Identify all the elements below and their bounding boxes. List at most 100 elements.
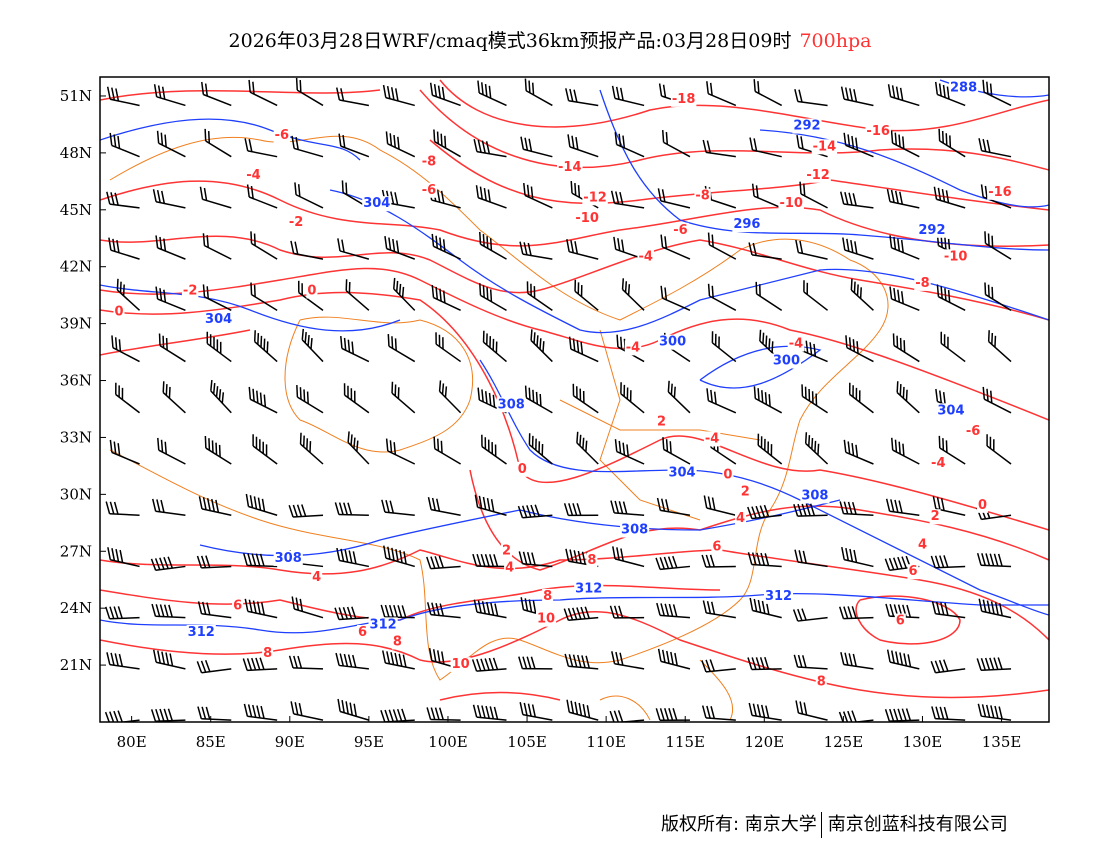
- wind-barb: [799, 181, 828, 209]
- contour-label-group: -14: [811, 139, 838, 155]
- contour-label: 8: [393, 634, 402, 649]
- wind-barb: [621, 278, 645, 311]
- wind-barb: [839, 501, 874, 516]
- contour-label: 292: [793, 119, 820, 134]
- contour-label: 312: [575, 581, 602, 596]
- wind-barb: [563, 606, 599, 622]
- wind-barb: [152, 189, 186, 209]
- contour-label: 304: [937, 403, 964, 418]
- contour-label-group: -12: [582, 190, 608, 206]
- wind-barb: [385, 438, 416, 465]
- wind-barb: [518, 551, 553, 568]
- contour-label-group: -6: [672, 222, 689, 238]
- wind-barb: [107, 547, 140, 568]
- wind-barb: [343, 383, 370, 414]
- wind-barb: [842, 237, 874, 260]
- wind-barb: [845, 335, 874, 363]
- contour-label: -6: [275, 128, 289, 143]
- lon-tick-label: 120E: [745, 733, 785, 751]
- longitude-axis: 80E 85E 90E 95E 100E 105E 110E 115E 120E 125E 130E…: [117, 716, 1021, 751]
- contour-label: -10: [575, 211, 599, 226]
- contour-label-group: -4: [930, 456, 947, 472]
- wind-barb: [429, 82, 461, 107]
- footer: 版权所有: 南京大学 南京创蓝科技有限公司: [661, 810, 1008, 838]
- contour-label: 8: [543, 589, 552, 604]
- wind-barb: [887, 84, 920, 107]
- wind-barb: [335, 87, 370, 107]
- wind-barb: [106, 86, 140, 107]
- wind-barb: [563, 503, 599, 517]
- wind-barb: [380, 604, 415, 619]
- contour-label-group: -10: [574, 211, 600, 227]
- wind-barb: [747, 552, 782, 568]
- wind-barb: [840, 191, 874, 209]
- wind-barb: [566, 699, 599, 721]
- wind-barb: [523, 182, 553, 209]
- wind-barb: [481, 434, 507, 465]
- wind-barb: [701, 554, 736, 568]
- contour-label: 6: [712, 540, 721, 555]
- wind-barb: [196, 555, 232, 569]
- contour-label: 304: [205, 312, 232, 327]
- contour-label: 10: [537, 612, 555, 627]
- wind-barb: [609, 710, 645, 722]
- wind-barb: [301, 328, 324, 363]
- wind-barb: [384, 236, 416, 260]
- contour-label: 8: [587, 553, 596, 568]
- wind-barb: [620, 382, 645, 414]
- wind-barb: [290, 701, 324, 721]
- contour-label-group: 292: [917, 222, 947, 238]
- wind-barb: [656, 602, 691, 619]
- copyright-text: 版权所有: 南京大学: [661, 814, 817, 835]
- contour-label: 2: [931, 509, 940, 524]
- wind-barb: [385, 131, 416, 158]
- wind-barb: [657, 188, 691, 209]
- wind-barb: [252, 434, 278, 465]
- contour-label: 304: [363, 196, 390, 211]
- lat-tick-label: 36N: [60, 372, 92, 390]
- wind-barb: [657, 648, 691, 670]
- company-text: 南京创蓝科技有限公司: [827, 814, 1008, 835]
- wind-barb: [886, 188, 920, 209]
- contour-label-group: 312: [574, 581, 604, 597]
- wind-barb: [210, 379, 232, 414]
- wind-barb: [793, 654, 828, 670]
- contour-label: 0: [723, 467, 732, 482]
- wind-barb: [936, 284, 966, 312]
- wind-barb: [391, 381, 416, 414]
- contour-label-group: -16: [865, 124, 891, 140]
- contour-label: -8: [422, 154, 436, 169]
- lon-tick-label: 130E: [903, 733, 943, 751]
- contour-label: 288: [950, 80, 977, 95]
- contour-label: 300: [659, 335, 686, 350]
- wind-barb: [747, 656, 782, 671]
- wind-barb: [984, 282, 1012, 311]
- latitude-axis: 21N 24N 27N 30N 33N 36N 39N 42N 45N 48N 51N: [60, 87, 106, 674]
- contour-label-group: 308: [800, 488, 830, 504]
- lon-tick-label: 90E: [275, 733, 305, 751]
- contour-label: 4: [918, 538, 927, 553]
- wind-barb: [518, 656, 553, 670]
- contour-label: 6: [908, 564, 917, 579]
- contour-label-group: 2: [655, 414, 668, 430]
- wind-barb: [248, 79, 278, 107]
- wind-barb: [520, 136, 553, 158]
- contour-label: 292: [918, 223, 945, 238]
- contour-label-group: -8: [420, 154, 438, 170]
- lat-tick-label: 27N: [60, 542, 92, 560]
- lat-tick-label: 21N: [60, 656, 92, 674]
- wind-barb: [931, 706, 966, 721]
- wind-barb: [479, 231, 507, 260]
- wind-barb: [393, 277, 416, 311]
- wind-barb: [337, 238, 370, 260]
- lat-tick-label: 45N: [60, 201, 92, 219]
- wind-barb: [576, 431, 599, 465]
- wind-barb: [244, 138, 278, 158]
- wind-barb: [702, 139, 736, 158]
- wind-barb: [250, 231, 278, 260]
- lat-tick-label: 24N: [60, 599, 92, 617]
- wind-barb: [662, 437, 691, 465]
- wind-barb: [574, 279, 599, 311]
- contour-label-group: 8: [586, 552, 598, 568]
